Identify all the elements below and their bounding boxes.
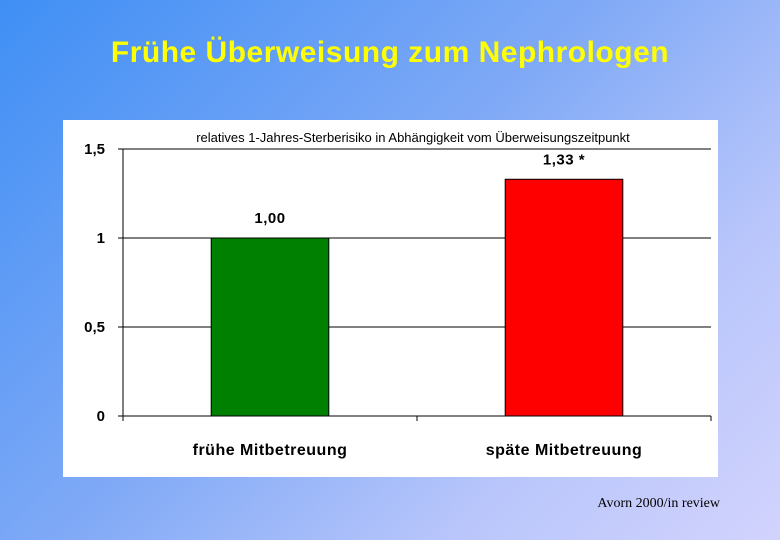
chart-title: relatives 1-Jahres-Sterberisiko in Abhän…	[196, 130, 630, 145]
y-tick-label: 1	[97, 230, 105, 247]
bars	[210, 178, 624, 417]
category-label: späte Mitbetreuung	[486, 442, 643, 459]
category-label: frühe Mitbetreuung	[193, 442, 348, 459]
y-tick-label: 1,5	[84, 141, 105, 158]
data-label: 1,33 *	[543, 151, 585, 168]
y-tick-label: 0,5	[84, 319, 105, 336]
labels: 0 0,5 1 1,5 1,00 frühe Mitbetreuung 1,33 * spät…	[84, 141, 642, 459]
chart-panel: relatives 1-Jahres-Sterberisiko in Abhän…	[63, 120, 718, 477]
slide-title: Frühe Überweisung zum Nephrologen	[110, 36, 670, 69]
bar-chart: relatives 1-Jahres-Sterberisiko in Abhän…	[84, 130, 712, 459]
bar	[504, 178, 624, 417]
data-label: 1,00	[254, 210, 285, 227]
y-tick-label: 0	[97, 408, 105, 425]
bar	[210, 237, 330, 417]
axes	[118, 148, 712, 421]
source-citation: Avorn 2000/in review	[597, 496, 720, 511]
